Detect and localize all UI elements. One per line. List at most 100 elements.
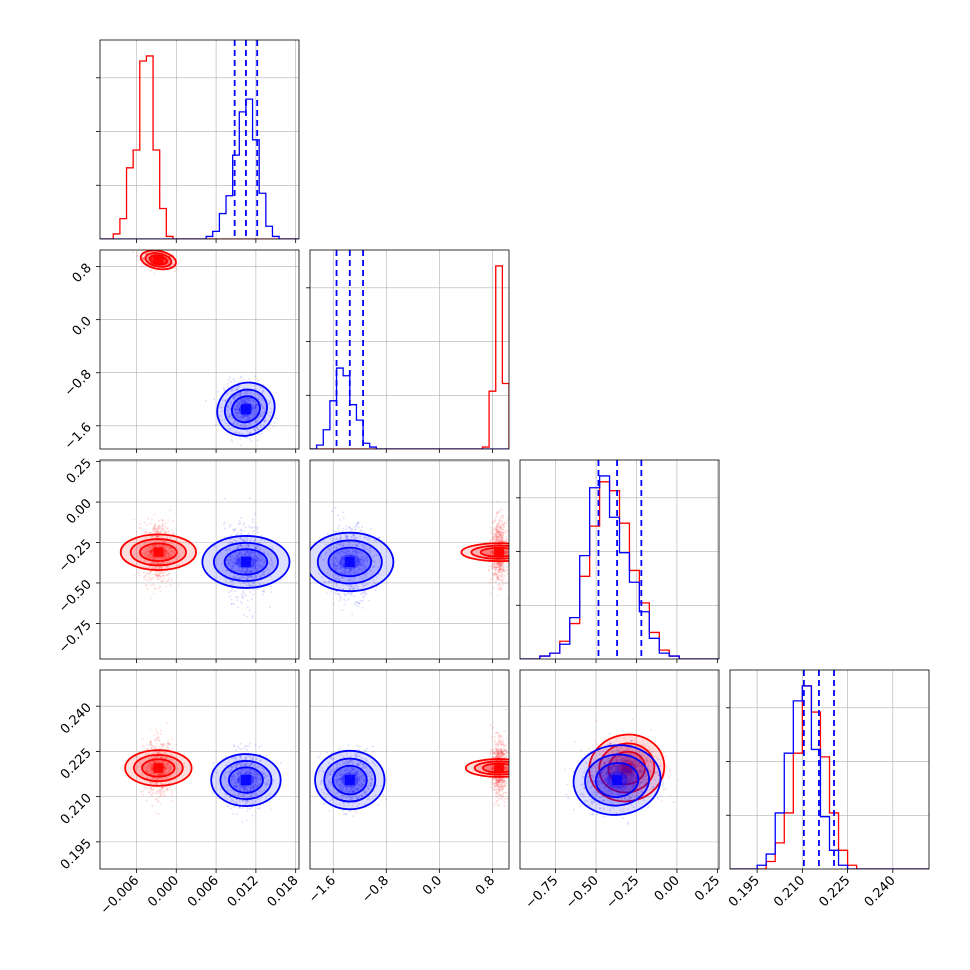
sample-point [151, 548, 154, 551]
sample-point [151, 556, 154, 559]
sample-point [152, 789, 155, 792]
sample-point [161, 773, 164, 776]
sample-point [500, 586, 503, 589]
sample-point [357, 567, 360, 570]
sample-point [163, 571, 166, 574]
sample-point [378, 536, 381, 539]
sample-point [144, 542, 147, 545]
sample-point [264, 569, 267, 572]
sample-point [351, 613, 354, 616]
sample-point [257, 556, 260, 559]
sample-point [245, 594, 248, 597]
sample-point [154, 247, 156, 249]
sample-point [165, 531, 168, 534]
sample-point [259, 575, 262, 578]
sample-point [166, 555, 169, 558]
sample-point [153, 526, 156, 529]
sample-point [226, 424, 229, 427]
sample-point [256, 559, 259, 562]
sample-point [153, 513, 156, 516]
sample-point [338, 560, 341, 563]
sample-point [169, 743, 172, 746]
sample-point [341, 557, 344, 560]
sample-point [256, 403, 259, 406]
sample-point [492, 566, 495, 569]
sample-point [495, 515, 498, 518]
sample-point [150, 556, 153, 559]
sample-point [354, 538, 357, 541]
sample-point [167, 553, 170, 556]
sample-point [244, 419, 247, 422]
sample-point [237, 392, 240, 395]
sample-point [343, 572, 346, 575]
sample-point [506, 569, 509, 572]
sample-point [343, 556, 346, 559]
sample-point [147, 770, 150, 773]
sample-point [247, 399, 250, 402]
panel-content [100, 40, 299, 239]
sample-point [499, 588, 502, 591]
sample-point [145, 548, 148, 551]
sample-point [502, 533, 505, 536]
sample-point [244, 401, 247, 404]
sample-point [169, 742, 172, 745]
sample-point [334, 530, 337, 533]
sample-point [500, 563, 503, 566]
sample-point [158, 761, 161, 764]
sample-point [492, 528, 495, 531]
sample-point [168, 547, 171, 550]
sample-point [153, 544, 156, 547]
sample-point [492, 536, 495, 539]
sample-point [231, 561, 234, 564]
sample-point [150, 550, 153, 553]
sample-point [496, 540, 499, 543]
sample-point [149, 764, 152, 767]
sample-point [356, 561, 359, 564]
sample-point [166, 541, 169, 544]
sample-point [232, 560, 235, 563]
sample-point [148, 554, 151, 557]
sample-point [248, 544, 251, 547]
sample-point [253, 529, 256, 532]
sample-point [501, 537, 504, 540]
sample-point [225, 569, 228, 572]
sample-point [159, 787, 162, 790]
sample-point [247, 417, 250, 420]
sample-point [244, 400, 247, 403]
sample-point [230, 583, 233, 586]
sample-point [242, 539, 245, 542]
sample-point [170, 554, 173, 557]
sample-point [374, 539, 377, 542]
sample-point [159, 566, 162, 569]
sample-point [248, 417, 251, 420]
sample-point [350, 567, 353, 570]
sample-point [242, 582, 245, 585]
y-tick-label: −1.6 [62, 420, 95, 453]
sample-point [332, 529, 335, 532]
sample-point [225, 409, 228, 412]
sample-point [259, 424, 262, 427]
sample-point [237, 563, 240, 566]
sample-point [371, 574, 374, 577]
sample-point [167, 518, 170, 521]
sample-point [160, 557, 163, 560]
sample-point [155, 529, 158, 532]
sample-point [495, 563, 498, 566]
sample-point [339, 543, 342, 546]
sample-point [234, 421, 237, 424]
sample-point [235, 408, 238, 411]
sample-point [253, 564, 256, 567]
sample-point [155, 557, 158, 560]
sample-point [237, 566, 240, 569]
sample-point [499, 567, 502, 570]
sample-point [146, 769, 149, 772]
sample-point [268, 606, 271, 609]
sample-point [158, 530, 161, 533]
sample-point [260, 423, 263, 426]
sample-point [329, 551, 332, 554]
sample-point [318, 572, 321, 575]
sample-point [248, 422, 251, 425]
sample-point [166, 788, 169, 791]
sample-point [262, 565, 265, 568]
sample-point [248, 552, 251, 555]
